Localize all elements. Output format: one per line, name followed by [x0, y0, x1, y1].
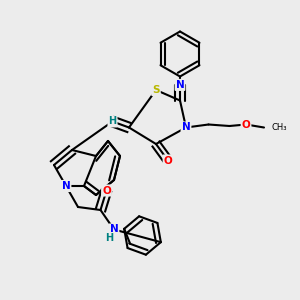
Text: O: O [164, 155, 172, 166]
Text: O: O [242, 119, 250, 130]
Text: O: O [102, 185, 111, 196]
Text: CH₃: CH₃ [272, 123, 287, 132]
Text: H: H [108, 116, 117, 127]
Text: N: N [182, 122, 190, 133]
Text: S: S [152, 85, 160, 95]
Text: N: N [176, 80, 184, 90]
Text: H: H [105, 233, 114, 243]
Text: N: N [110, 224, 118, 235]
Text: N: N [61, 181, 70, 191]
